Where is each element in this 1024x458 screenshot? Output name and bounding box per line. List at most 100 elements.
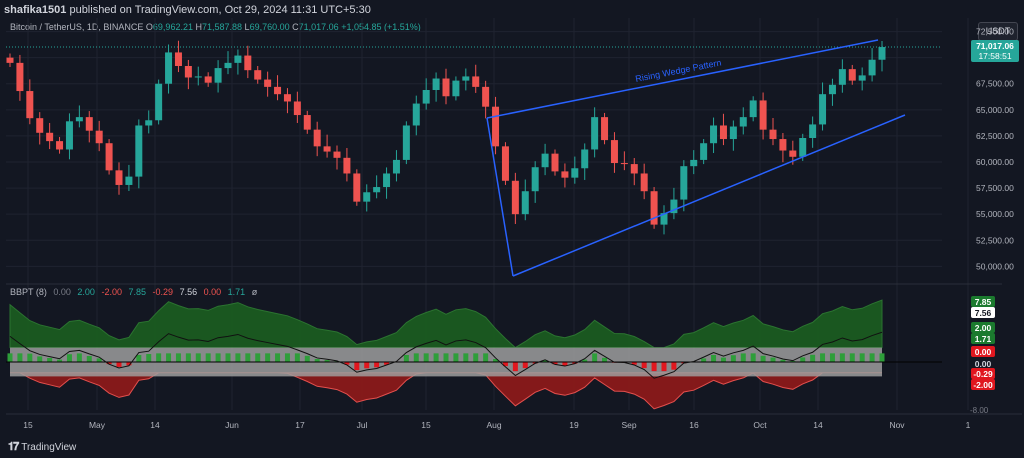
- indicator-histogram-bar: [750, 353, 756, 363]
- indicator-histogram-bar: [384, 362, 390, 365]
- indicator-histogram-bar: [304, 355, 310, 363]
- candle-body: [274, 86, 282, 95]
- candle-body: [145, 120, 153, 126]
- indicator-histogram-bar: [820, 353, 826, 363]
- candle-body: [75, 117, 83, 122]
- brand-label: TradingView: [21, 442, 77, 453]
- author-name[interactable]: shafika1501: [4, 4, 67, 16]
- candle-body: [303, 115, 311, 130]
- indicator-histogram-bar: [106, 362, 112, 365]
- indicator-histogram-bar: [661, 362, 667, 372]
- indicator-histogram-bar: [512, 362, 518, 372]
- candle-body: [858, 75, 866, 81]
- candle-body: [65, 121, 73, 150]
- candle-body: [462, 76, 470, 81]
- indicator-histogram-bar: [175, 353, 181, 363]
- indicator-histogram-bar: [27, 353, 33, 363]
- indicator-histogram-bar: [354, 362, 360, 371]
- candle-body: [670, 199, 678, 214]
- candle-body: [254, 70, 262, 80]
- indicator-histogram-bar: [294, 353, 300, 363]
- footer-brand[interactable]: 𝟏𝟕 TradingView: [8, 441, 76, 454]
- symbol-title[interactable]: Bitcoin / TetherUS, 1D, BINANCE: [10, 22, 144, 32]
- candle-body: [452, 80, 460, 97]
- time-tick-label: Sep: [621, 420, 636, 430]
- indicator-histogram-bar: [463, 353, 469, 363]
- candle-body: [125, 176, 133, 185]
- candle-body: [878, 47, 886, 60]
- indicator-histogram-bar: [443, 353, 449, 363]
- candle-body: [363, 192, 371, 202]
- indicator-histogram-bar: [740, 353, 746, 363]
- candle-body: [283, 94, 291, 102]
- candle-body: [749, 100, 757, 118]
- indicator-histogram-bar: [156, 353, 162, 363]
- indicator-histogram-bar: [800, 357, 806, 363]
- indicator-histogram-bar: [364, 362, 370, 369]
- indicator-histogram-bar: [493, 359, 499, 363]
- indicator-histogram-bar: [225, 353, 231, 363]
- candle-body: [838, 69, 846, 85]
- indicator-value-label: 1.71: [975, 334, 992, 344]
- candle-body: [739, 117, 747, 127]
- candle-body: [214, 68, 222, 83]
- candle-body: [779, 139, 787, 151]
- indicator-histogram-bar: [146, 354, 152, 363]
- candle-body: [412, 103, 420, 126]
- indicator-histogram-bar: [413, 353, 419, 363]
- candle-body: [46, 132, 54, 142]
- indicator-histogram-bar: [760, 355, 766, 363]
- time-tick-label: Nov: [889, 420, 905, 430]
- indicator-value-label: 0.00: [975, 347, 992, 357]
- publish-info: published on TradingView.com, Oct 29, 20…: [69, 4, 371, 16]
- indicator-histogram-bar: [195, 353, 201, 363]
- candle-body: [105, 143, 113, 171]
- candle-body: [313, 129, 321, 147]
- candle-body: [373, 187, 381, 193]
- price-tick-label: 55,000.00: [976, 209, 1014, 219]
- candle-body: [511, 180, 519, 215]
- indicator-lower-band: [10, 372, 882, 410]
- indicator-histogram-bar: [641, 362, 647, 369]
- indicator-histogram-bar: [403, 355, 409, 363]
- candle-body: [264, 79, 272, 87]
- candle-body: [174, 52, 182, 66]
- indicator-histogram-bar: [86, 356, 92, 363]
- indicator-histogram-bar: [592, 353, 598, 363]
- price-tick-label: 65,000.00: [976, 105, 1014, 115]
- indicator-histogram-bar: [859, 353, 865, 363]
- candle-body: [700, 143, 708, 160]
- last-price-tag: [971, 40, 1019, 63]
- candle-body: [769, 129, 777, 140]
- indicator-histogram-bar: [711, 355, 717, 363]
- indicator-histogram-bar: [37, 356, 43, 363]
- candle-body: [501, 146, 509, 181]
- candle-body: [482, 86, 490, 107]
- candle-body: [432, 78, 440, 90]
- candle-body: [620, 163, 628, 165]
- indicator-value-tag: [971, 307, 995, 318]
- indicator-histogram-bar: [602, 357, 608, 363]
- candle-body: [135, 125, 143, 177]
- candle-body: [680, 166, 688, 200]
- indicator-histogram-bar: [66, 354, 72, 363]
- indicator-histogram-bar: [869, 353, 875, 363]
- candle-body: [224, 62, 232, 69]
- indicator-value-tag: [971, 358, 995, 369]
- indicator-name[interactable]: BBPT (8): [10, 287, 47, 297]
- open-value: 69,962.21: [152, 22, 193, 32]
- indicator-histogram-bar: [76, 353, 82, 363]
- candle-body: [759, 100, 767, 130]
- indicator-histogram-bar: [473, 353, 479, 363]
- candle-body: [333, 151, 341, 158]
- time-tick-label: Aug: [486, 420, 501, 430]
- candle-body: [293, 101, 301, 116]
- indicator-value-label: 7.56: [975, 308, 992, 318]
- price-tick-label: 60,000.00: [976, 157, 1014, 167]
- change-value: +1,054.85 (+1.51%): [341, 22, 421, 32]
- time-tick-label: 15: [23, 420, 33, 430]
- indicator-value-label: 0.00: [975, 359, 992, 369]
- indicator-oscillator-line: [9, 331, 883, 379]
- indicator-histogram-bar: [720, 357, 726, 363]
